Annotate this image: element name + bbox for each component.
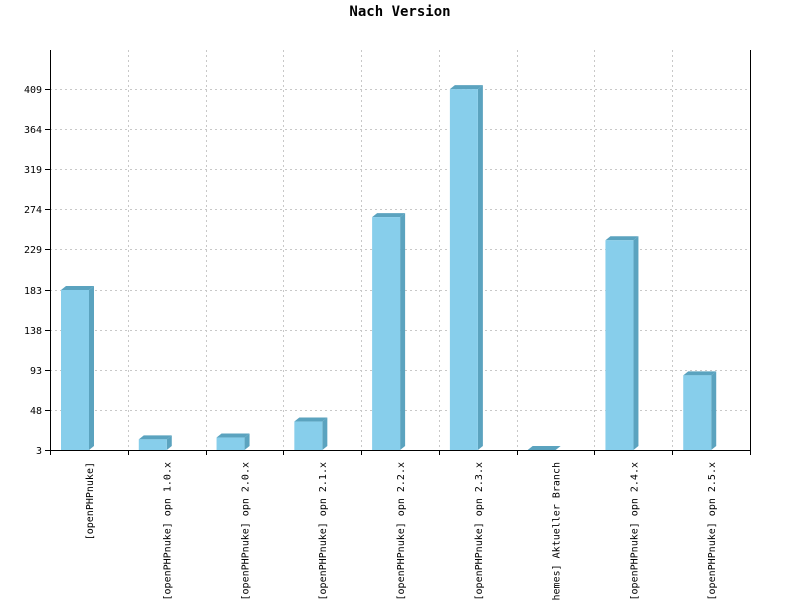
bar: [683, 371, 717, 450]
y-tick-label: 138: [24, 326, 42, 337]
bar-front: [683, 375, 712, 450]
bar-top: [449, 85, 483, 90]
x-tick-label: [openPHPnuke] opn 2.0.x: [240, 462, 251, 600]
bar-top: [294, 417, 328, 422]
y-tick-label: 183: [24, 286, 42, 297]
bar-side: [166, 435, 172, 450]
x-tick-label: [openPHPnuke] opn 2.2.x: [396, 462, 407, 600]
axes: [45, 50, 751, 455]
bar-front: [61, 290, 89, 450]
bar-front: [372, 217, 401, 450]
bar-side: [244, 433, 250, 450]
y-tick-label: 3: [36, 446, 42, 457]
bar-top: [372, 213, 406, 218]
bar: [372, 213, 406, 450]
x-tick-label: [openPHPnuke] opn 2.3.x: [474, 462, 485, 600]
bar: [216, 433, 250, 450]
bar-top: [683, 371, 717, 376]
y-tick-label: 93: [30, 366, 42, 377]
y-tick-label: 229: [24, 245, 42, 256]
bar: [294, 417, 328, 450]
bar-side: [322, 417, 328, 450]
bar: [449, 85, 483, 450]
bar: [605, 236, 639, 450]
x-tick-label: [openPHPnuke] opn 2.5.x: [707, 462, 718, 600]
bar-top: [527, 446, 561, 450]
y-tick-label: 319: [24, 165, 42, 176]
y-tick-label: 48: [30, 406, 42, 417]
bar-side: [89, 286, 94, 450]
bar-front: [449, 89, 478, 450]
x-tick-label: [openPHPnuke]: [85, 462, 96, 540]
x-tick-label: [openPHPnuke] opn 2.4.x: [629, 462, 640, 600]
y-tick-label: 274: [24, 205, 42, 216]
bar-side: [633, 236, 639, 450]
bar-front: [216, 437, 245, 450]
bar-top: [61, 286, 94, 290]
bars: [61, 85, 717, 450]
bar-front: [138, 439, 167, 450]
bar-side: [477, 85, 483, 450]
y-tick-label: 364: [24, 125, 42, 136]
bar-front: [294, 421, 323, 450]
bar-side: [711, 371, 717, 450]
bar-top: [216, 433, 250, 438]
bar: [138, 435, 172, 450]
bar: [61, 286, 94, 450]
bar-front: [605, 240, 634, 450]
tick-labels: 3 48 93 138 183 229 274 319 364 409 [openPHPnuke] […: [24, 85, 718, 600]
y-tick-label: 409: [24, 85, 42, 96]
x-tick-label: themes] Aktueller Branch: [552, 462, 563, 600]
x-tick-label: [openPHPnuke] opn 1.0.x: [163, 462, 174, 600]
bar-top: [138, 435, 172, 440]
bar: [527, 446, 561, 450]
bar-top: [605, 236, 639, 241]
x-tick-label: [openPHPnuke] opn 2.1.x: [318, 462, 329, 600]
chart-title: Nach Version: [349, 4, 451, 20]
bar-side: [400, 213, 406, 450]
